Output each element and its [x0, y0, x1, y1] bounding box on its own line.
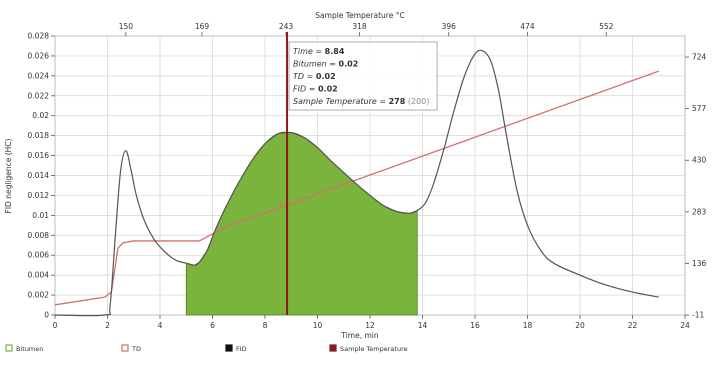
y-tick-label: 0.008: [28, 231, 50, 240]
legend-item[interactable]: FID: [225, 344, 247, 353]
legend-swatch: [225, 344, 233, 352]
x-tick-label: 2: [105, 321, 110, 330]
x-tick-label: 10: [313, 321, 323, 330]
top-axis-title: Sample Temperature °C: [315, 11, 404, 20]
tooltip-key: FID =: [293, 85, 318, 94]
y-tick-label: 0: [44, 311, 49, 320]
x-axis-title: Time, min: [340, 331, 379, 340]
y-tick-label: 0.02: [32, 111, 49, 120]
legend-swatch: [5, 344, 13, 352]
legend-label: FID: [236, 345, 247, 353]
top-tick-label: 474: [520, 22, 535, 31]
tooltip-value: 8.84: [325, 47, 345, 56]
y-tick-label: 0.004: [28, 271, 50, 280]
y-tick-label: 0.006: [28, 251, 50, 260]
y-tick-label: 0.018: [28, 131, 50, 140]
top-tick-label: 396: [442, 22, 457, 31]
legend-label: TD: [131, 345, 141, 353]
tooltip-line: TD = 0.02: [293, 72, 336, 81]
axis-layer: 0 2 4 6 8 10 12 14 16 18 20 22 2400.0020.0040.0060.0…: [28, 22, 707, 330]
x-tick-label: 14: [418, 321, 428, 330]
right-tick-label: -11: [692, 311, 704, 320]
x-tick-label: 12: [365, 321, 375, 330]
right-tick-label: 577: [692, 104, 707, 113]
legend-label: Sample Temperature: [340, 345, 408, 353]
tooltip-key: TD =: [293, 72, 316, 81]
y-tick-label: 0.024: [28, 71, 50, 80]
top-tick-label: 552: [599, 22, 614, 31]
top-tick-label: 243: [279, 22, 294, 31]
x-tick-label: 0: [53, 321, 58, 330]
y-axis-title: FID negligence (HC): [4, 138, 13, 213]
legend-swatch: [121, 344, 129, 352]
top-tick-label: 150: [119, 22, 134, 31]
tooltip-line: Bitumen = 0.02: [293, 60, 358, 69]
x-tick-label: 20: [575, 321, 585, 330]
legend-label: Bitumen: [16, 345, 43, 353]
top-tick-label: 318: [352, 22, 367, 31]
y-tick-label: 0.022: [28, 91, 50, 100]
top-tick-label: 169: [195, 22, 210, 31]
right-tick-label: 136: [692, 259, 707, 268]
tooltip-line: Sample Temperature = 278 (200): [293, 97, 429, 106]
y-tick-label: 0.012: [28, 191, 50, 200]
tooltip-line: FID = 0.02: [293, 85, 338, 94]
y-tick-label: 0.01: [32, 211, 49, 220]
x-tick-label: 6: [210, 321, 215, 330]
tooltip-key: Sample Temperature =: [293, 97, 389, 106]
y-tick-label: 0.016: [28, 151, 50, 160]
temperature-line: [54, 70, 659, 306]
x-tick-label: 24: [680, 321, 690, 330]
y-tick-label: 0.014: [28, 171, 50, 180]
tooltip-extra: (200): [405, 97, 429, 106]
y-tick-label: 0.028: [28, 32, 50, 41]
x-tick-label: 4: [158, 321, 163, 330]
x-tick-label: 18: [523, 321, 533, 330]
legend-item[interactable]: Bitumen: [5, 344, 43, 353]
tooltip-value: 0.02: [318, 85, 338, 94]
x-tick-label: 8: [263, 321, 268, 330]
x-tick-label: 22: [628, 321, 638, 330]
right-tick-label: 724: [692, 53, 707, 62]
tooltip-value: 0.02: [316, 72, 336, 81]
legend-layer[interactable]: Bitumen TD FID Sample Temperature: [5, 344, 408, 353]
tooltip-value: 0.02: [339, 60, 359, 69]
legend-item[interactable]: TD: [121, 344, 141, 353]
x-tick-label: 16: [470, 321, 480, 330]
y-tick-label: 0.002: [28, 291, 50, 300]
tooltip-line: Time = 8.84: [293, 47, 345, 56]
right-tick-label: 430: [692, 156, 707, 165]
tooltip-box: [288, 41, 438, 111]
legend-swatch: [329, 344, 337, 352]
tooltip-key: Bitumen =: [293, 60, 339, 69]
y-tick-label: 0.026: [28, 51, 50, 60]
tooltip-key: Time =: [293, 47, 325, 56]
right-tick-label: 283: [692, 207, 707, 216]
tooltip-value: 278: [389, 97, 406, 106]
fid-line: [54, 49, 659, 317]
line-layer: [54, 49, 659, 317]
legend-item[interactable]: Sample Temperature: [329, 344, 408, 353]
